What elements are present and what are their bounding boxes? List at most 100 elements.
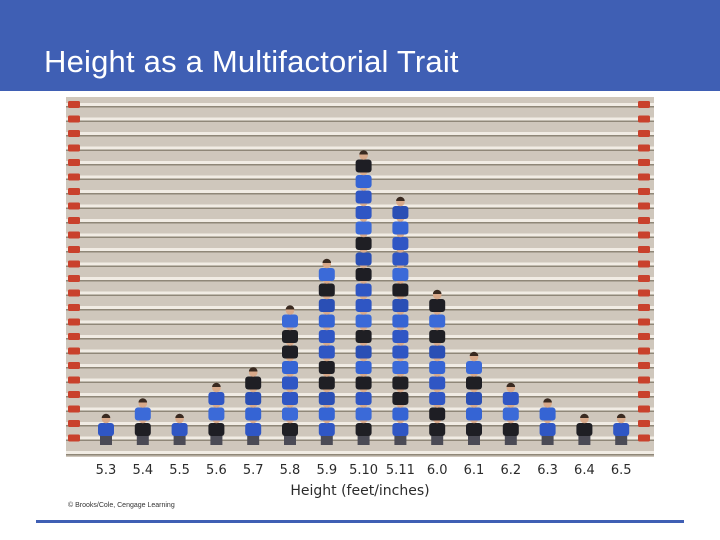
height-axis: 5.3 5.4 5.5 5.6 5.7 5.8 5.9 5.10 5.11 6.0 6.1 6.2 6.… — [66, 457, 654, 513]
bleacher-step — [66, 117, 654, 121]
person-hair — [175, 413, 184, 418]
person-legs — [210, 435, 223, 445]
person-shirt — [392, 221, 409, 235]
person-shirt — [355, 252, 372, 266]
person-shirt — [355, 159, 372, 173]
tick-label: 6.3 — [537, 463, 558, 478]
person-shirt — [392, 361, 409, 374]
bleacher-shadow — [66, 454, 654, 456]
person-shirt — [392, 392, 409, 405]
person-legs — [615, 435, 628, 445]
bleacher-shadow — [66, 106, 654, 108]
tick-label: 5.9 — [316, 463, 338, 478]
person-legs — [247, 435, 260, 445]
row-marker — [68, 318, 80, 326]
tick-label: 5.3 — [95, 463, 117, 478]
person-hair — [322, 258, 332, 263]
row-marker — [638, 173, 650, 181]
person-legs — [320, 435, 333, 445]
person-shirt — [98, 423, 114, 436]
person-shirt — [355, 237, 372, 250]
row-marker — [638, 217, 650, 224]
person-shirt — [355, 175, 372, 188]
tick-label: 5.4 — [132, 463, 154, 478]
person-legs — [394, 435, 407, 445]
row-marker — [638, 391, 650, 398]
bleacher-shadow — [66, 135, 654, 137]
person-shirt — [318, 330, 335, 343]
row-marker — [68, 173, 80, 181]
person-shirt — [539, 407, 556, 421]
tick-label: 5.8 — [279, 463, 301, 478]
person-shirt — [318, 345, 335, 359]
person-shirt — [355, 221, 372, 235]
person-shirt — [355, 407, 372, 421]
person-shirt — [429, 392, 446, 405]
person-shirt — [318, 314, 335, 328]
person-shirt — [539, 423, 556, 436]
person-shirt — [245, 376, 262, 390]
person-shirt — [502, 392, 519, 405]
row-marker — [638, 318, 650, 326]
figure: 5.3 5.4 5.5 5.6 5.7 5.8 5.9 5.10 5.11 6.0 6.1 6.2 6.… — [66, 97, 654, 513]
person-shirt — [355, 345, 372, 359]
row-marker — [638, 231, 650, 239]
row-marker — [68, 391, 80, 398]
row-marker — [68, 405, 80, 413]
photo-credit: © Brooks/Cole, Cengage Learning — [68, 502, 175, 509]
row-marker — [638, 275, 650, 282]
person-shirt — [355, 268, 372, 281]
person-shirt — [282, 314, 298, 328]
person-shirt — [282, 423, 298, 436]
person-shirt — [355, 376, 372, 390]
person-shirt — [429, 423, 446, 436]
person-shirt — [392, 252, 409, 266]
person-shirt — [429, 330, 446, 343]
person-shirt — [466, 407, 482, 421]
person-legs — [468, 435, 480, 445]
row-marker — [638, 144, 650, 152]
tick-label: 6.1 — [463, 463, 485, 478]
person-legs — [357, 435, 370, 445]
person-shirt — [134, 407, 151, 421]
person-legs — [136, 435, 149, 445]
row-marker — [68, 246, 80, 253]
person-shirt — [171, 423, 188, 436]
person-shirt — [429, 299, 446, 312]
tick-label: 5.10 — [349, 463, 379, 478]
person-shirt — [318, 407, 335, 421]
bleacher-step — [66, 146, 654, 150]
row-marker — [68, 333, 80, 340]
person-shirt — [282, 376, 298, 390]
row-marker — [68, 260, 80, 268]
row-marker — [68, 144, 80, 152]
person-shirt — [355, 423, 372, 436]
person-shirt — [392, 283, 409, 297]
row-marker — [68, 376, 80, 384]
row-marker — [68, 130, 80, 137]
bleacher-step — [66, 103, 654, 106]
person-shirt — [355, 314, 372, 328]
row-marker — [68, 434, 80, 442]
person-legs — [504, 435, 517, 445]
person-legs — [541, 435, 554, 445]
person-legs — [100, 435, 112, 445]
person-shirt — [466, 392, 482, 405]
person-shirt — [429, 376, 446, 390]
person-hair — [248, 367, 258, 372]
person-shirt — [282, 407, 298, 421]
person-shirt — [318, 361, 335, 374]
row-marker — [638, 246, 650, 253]
tick-label: 6.0 — [426, 463, 448, 478]
person-legs — [431, 435, 444, 445]
row-marker — [68, 217, 80, 224]
person-legs — [173, 435, 186, 445]
tick-label: 6.5 — [610, 463, 632, 478]
person-shirt — [245, 392, 262, 405]
person-shirt — [466, 423, 482, 436]
person-shirt — [392, 206, 409, 219]
person-shirt — [355, 330, 372, 343]
person-shirt — [134, 423, 151, 436]
bleacher-step — [66, 219, 654, 222]
person-shirt — [502, 407, 519, 421]
